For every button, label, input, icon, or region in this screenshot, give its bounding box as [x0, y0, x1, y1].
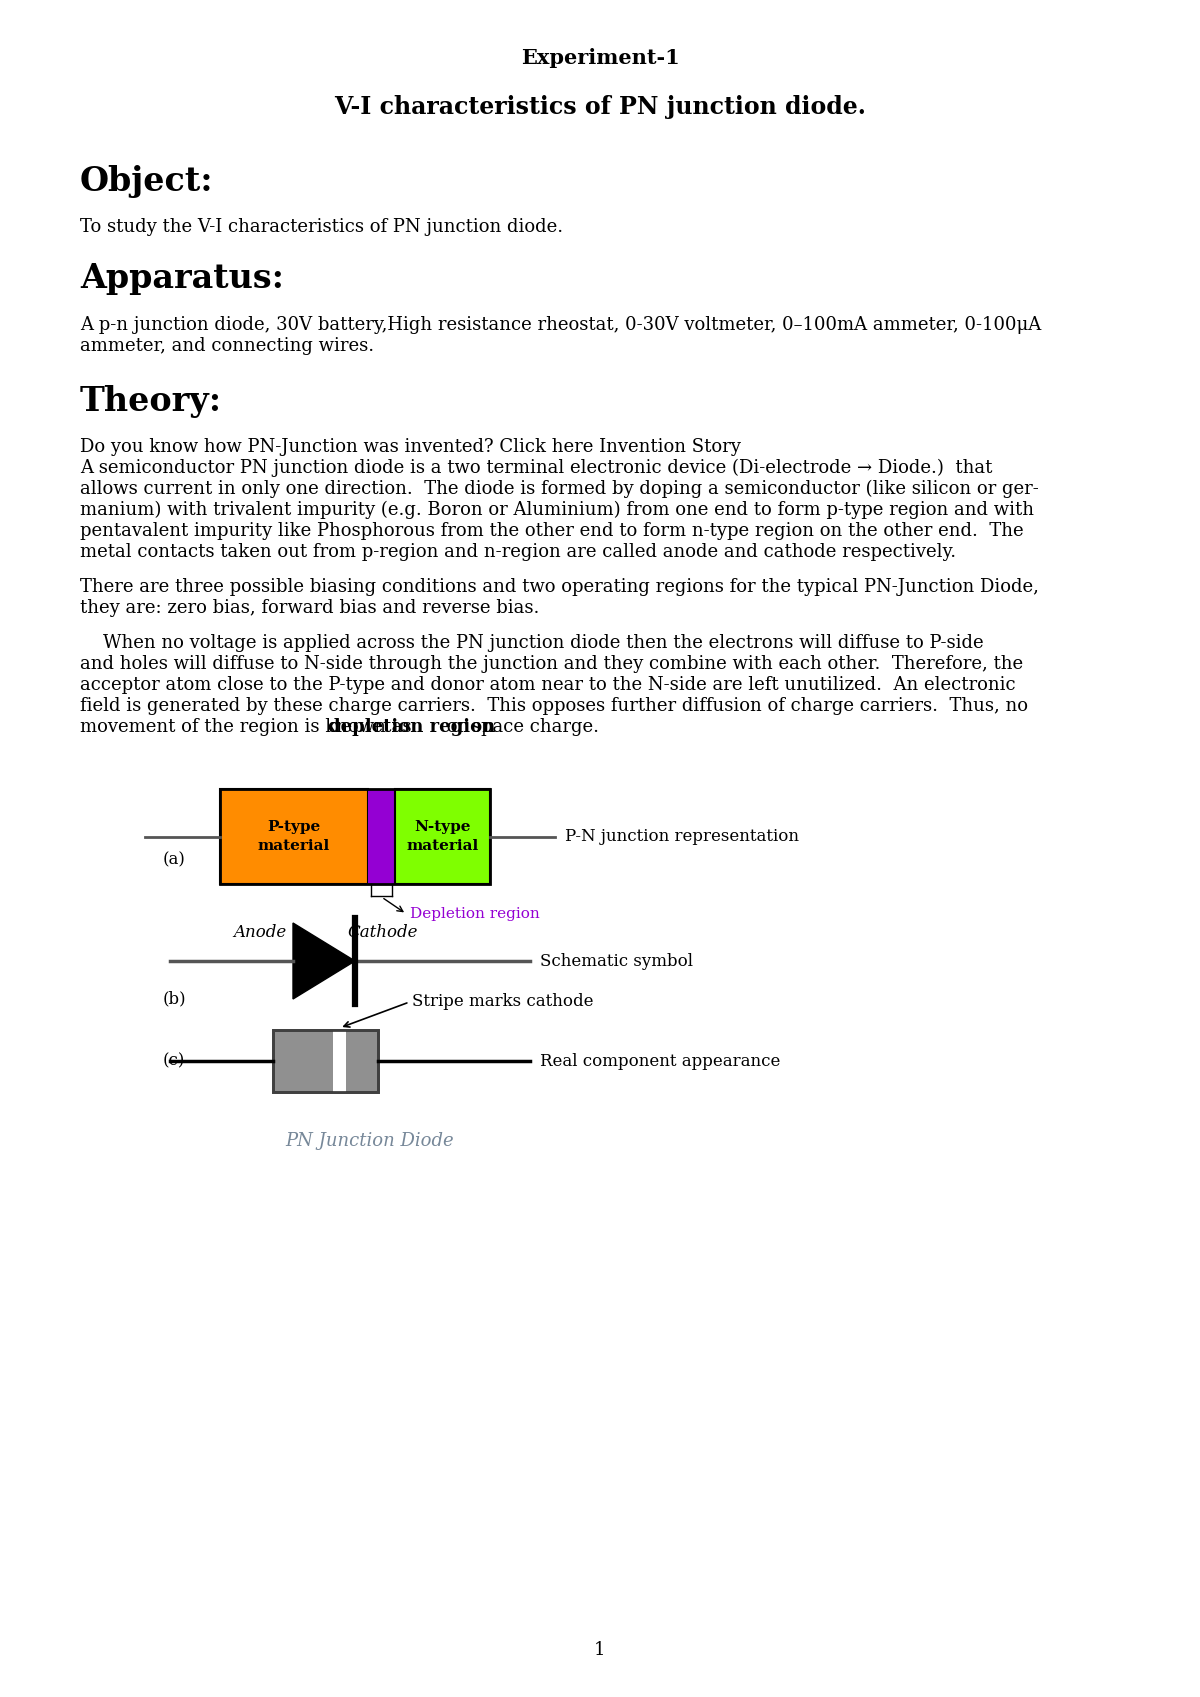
Text: ammeter, and connecting wires.: ammeter, and connecting wires.: [80, 338, 374, 355]
Text: acceptor atom close to the P-type and donor atom near to the N-side are left unu: acceptor atom close to the P-type and do…: [80, 675, 1015, 694]
Text: Do you know how PN-Junction was invented? Click here Invention Story: Do you know how PN-Junction was invented…: [80, 438, 740, 456]
Bar: [272, 1030, 378, 1091]
Text: manium) with trivalent impurity (e.g. Boron or Aluminium) from one end to form p: manium) with trivalent impurity (e.g. Bo…: [80, 501, 1034, 519]
Text: A semiconductor PN junction diode is a two terminal electronic device (Di-electr: A semiconductor PN junction diode is a t…: [80, 458, 992, 477]
Text: V-I characteristics of PN junction diode.: V-I characteristics of PN junction diode…: [334, 95, 866, 119]
Text: P-N junction representation: P-N junction representation: [565, 828, 799, 845]
Text: There are three possible biasing conditions and two operating regions for the ty: There are three possible biasing conditi…: [80, 579, 1039, 596]
Bar: [334, 1030, 346, 1091]
Text: P-type
material: P-type material: [258, 820, 330, 852]
Text: When no voltage is applied across the PN junction diode then the electrons will : When no voltage is applied across the PN…: [80, 635, 984, 652]
Text: Theory:: Theory:: [80, 385, 222, 417]
Text: Stripe marks cathode: Stripe marks cathode: [413, 993, 594, 1010]
Text: 1: 1: [594, 1641, 606, 1660]
Text: (b): (b): [163, 991, 187, 1008]
Polygon shape: [293, 923, 355, 1000]
Bar: [395, 789, 490, 884]
Text: Cathode: Cathode: [348, 923, 419, 942]
Text: N-type
material: N-type material: [407, 820, 479, 852]
Text: Experiment-1: Experiment-1: [521, 48, 679, 68]
Text: depletion region: depletion region: [328, 718, 496, 736]
Bar: [220, 789, 490, 884]
Text: A p-n junction diode, 30V battery,High resistance rheostat, 0-30V voltmeter, 0–1: A p-n junction diode, 30V battery,High r…: [80, 316, 1042, 334]
Bar: [368, 789, 395, 884]
Text: Schematic symbol: Schematic symbol: [540, 952, 694, 969]
Text: field is generated by these charge carriers.  This opposes further diffusion of : field is generated by these charge carri…: [80, 697, 1028, 714]
Bar: [272, 1030, 378, 1091]
Text: metal contacts taken out from p-region and n-region are called anode and cathode: metal contacts taken out from p-region a…: [80, 543, 956, 562]
Text: pentavalent impurity like Phosphorous from the other end to form n-type region o: pentavalent impurity like Phosphorous fr…: [80, 523, 1024, 540]
Text: Real component appearance: Real component appearance: [540, 1052, 780, 1069]
Text: PN Junction Diode: PN Junction Diode: [286, 1132, 455, 1151]
Text: or space charge.: or space charge.: [442, 718, 599, 736]
Text: they are: zero bias, forward bias and reverse bias.: they are: zero bias, forward bias and re…: [80, 599, 539, 618]
Text: Anode: Anode: [233, 923, 287, 942]
Text: Apparatus:: Apparatus:: [80, 261, 284, 295]
Bar: [220, 789, 368, 884]
Text: and holes will diffuse to N-side through the junction and they combine with each: and holes will diffuse to N-side through…: [80, 655, 1024, 674]
Text: (a): (a): [163, 852, 186, 869]
Text: To study the V-I characteristics of PN junction diode.: To study the V-I characteristics of PN j…: [80, 217, 563, 236]
Text: (c): (c): [163, 1052, 185, 1069]
Text: Object:: Object:: [80, 165, 214, 199]
Text: movement of the region is known as: movement of the region is known as: [80, 718, 418, 736]
Text: Depletion region: Depletion region: [409, 906, 539, 921]
Text: allows current in only one direction.  The diode is formed by doping a semicondu: allows current in only one direction. Th…: [80, 480, 1039, 499]
